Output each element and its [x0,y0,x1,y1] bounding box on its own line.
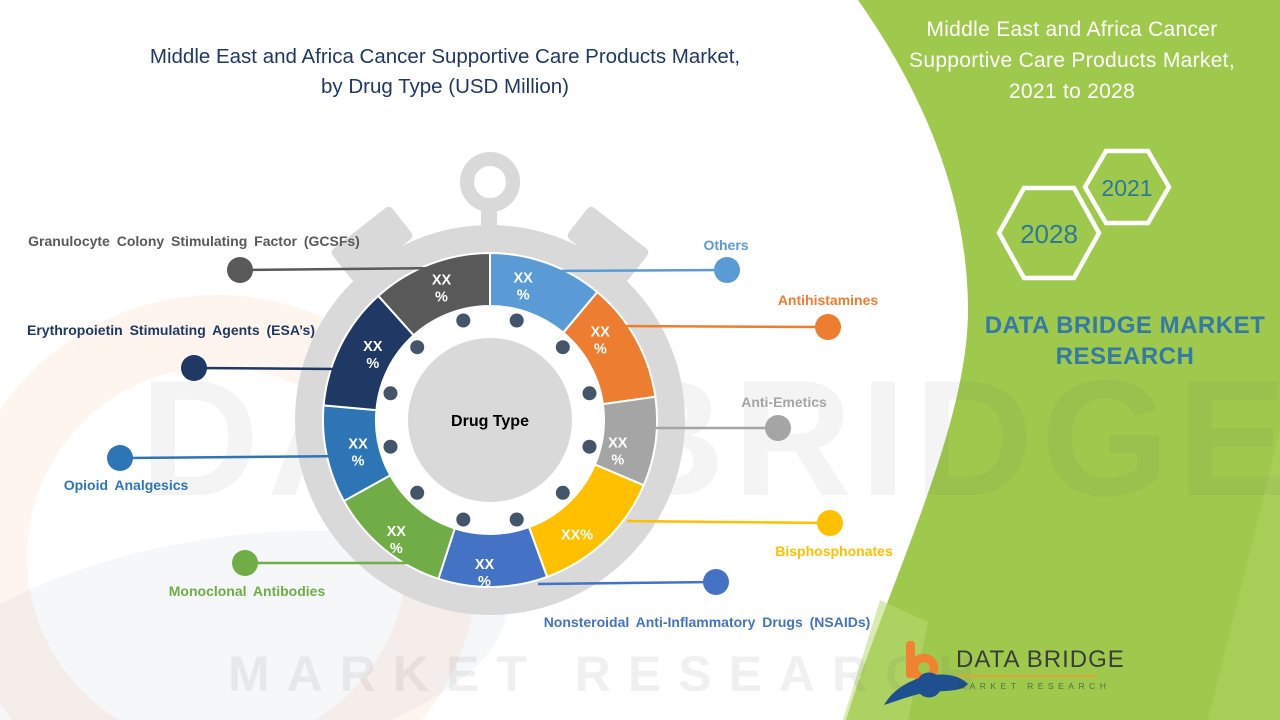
hexagon-2028: 2028 [996,185,1102,281]
callout-dot-anti-emetics [765,415,791,441]
value-label-bisphosphonates: XX% [561,527,593,543]
donut-segment-gcsf [377,252,491,337]
watermark-bottom-text: MARKET RESEARCH [228,646,992,702]
callout-line-bisphosphonates [626,519,831,525]
brand-text: DATA BRIDGE MARKET RESEARCH [950,310,1280,372]
value-label-anti-emetics: XX% [608,435,628,468]
callout-line-others [544,268,728,273]
page-title-line2: by Drug Type (USD Million) [321,75,569,98]
callout-label-opioid-analgesics: Opioid Analgesics [63,477,189,493]
dial-dot [555,340,570,355]
callout-line-gcsf [239,266,449,272]
value-label-others: XX% [514,271,534,304]
value-label-opioid-analgesics: XX% [348,436,368,469]
callout-dot-gcsf [227,257,253,283]
dbmr-logo-rule [958,675,1096,677]
dial-dot [456,512,471,527]
right-panel-title-line1: Middle East and Africa Cancer [926,18,1218,41]
dbmr-logo-icon [884,641,968,705]
dial-dot [582,439,597,454]
callout-dot-others [714,257,740,283]
hexagon-2021-year: 2021 [1101,175,1152,201]
callout-dot-monoclonal-antibodies [232,550,258,576]
value-label-esa: XX% [363,339,383,372]
stopwatch-button-right [567,206,649,282]
callout-label-nsaids: Nonsteroidal Anti-Inflammatory Drugs (NS… [543,614,871,630]
right-panel-title: Middle East and Africa Cancer Supportive… [876,14,1268,107]
right-panel-title-line3: 2021 to 2028 [1008,80,1136,103]
dial-dot [555,485,570,500]
dial-dot [410,340,425,355]
callout-dot-nsaids [703,569,729,595]
dbmr-logo-tagline: MARKET RESEARCH [958,681,1111,691]
callout-dot-antihistamines [815,314,841,340]
value-label-nsaids: XX% [475,557,495,590]
value-label-monoclonal-antibodies: XX% [387,524,407,557]
stopwatch-stem-base [473,226,505,256]
value-label-gcsf: XX% [432,272,452,305]
dial-dot [383,439,398,454]
value-label-antihistamines: XX% [591,325,611,358]
callout-line-nsaids [537,580,717,586]
stopwatch-button-left [331,206,413,282]
dial-dot [383,386,398,401]
right-panel-title-line2: Supportive Care Products Market, [909,49,1235,72]
dial-dot [509,512,524,527]
hexagon-2028-year: 2028 [1020,219,1078,249]
page-title-line1: Middle East and Africa Cancer Supportive… [149,45,741,68]
callout-dot-esa [181,355,207,381]
brand-text-line2: RESEARCH [1055,343,1195,370]
donut-center-hub [408,338,572,502]
dial-dot [410,485,425,500]
callout-dot-bisphosphonates [817,510,843,536]
callout-dot-opioid-analgesics [107,445,133,471]
callout-label-anti-emetics: Anti-Emetics [741,394,827,410]
green-panel-accent-right [1208,430,1280,720]
callout-label-antihistamines: Antihistamines [777,292,879,308]
dial-dot [456,313,471,328]
stopwatch-stem [481,203,497,229]
logo-d-swoosh [884,674,968,705]
callout-label-others: Others [703,237,749,253]
callout-line-esa [193,366,337,371]
page-title: Middle East and Africa Cancer Supportive… [90,42,800,102]
stopwatch-body [295,152,685,615]
hexagon-2021-outline [1082,148,1172,226]
callout-label-esa: Erythropoietin Stimulating Agents (ESA’s… [27,322,315,338]
callout-line-opioid-analgesics [119,454,357,460]
callout-label-monoclonal-antibodies: Monoclonal Antibodies [168,583,326,599]
brand-text-line1: DATA BRIDGE MARKET [984,312,1266,339]
dbmr-logo-name: DATA BRIDGE [956,646,1125,673]
callout-line-antihistamines [615,324,829,329]
dial-dot [509,313,524,328]
callout-label-gcsf: Granulocyte Colony Stimulating Factor (G… [28,233,360,249]
dial-dot [582,386,597,401]
green-panel [846,0,1280,720]
donut-center-label: Drug Type [451,413,529,430]
hexagon-2028-outline [996,185,1102,281]
hexagon-2021: 2021 [1082,148,1172,226]
callout-label-bisphosphonates: Bisphosphonates [775,543,893,559]
